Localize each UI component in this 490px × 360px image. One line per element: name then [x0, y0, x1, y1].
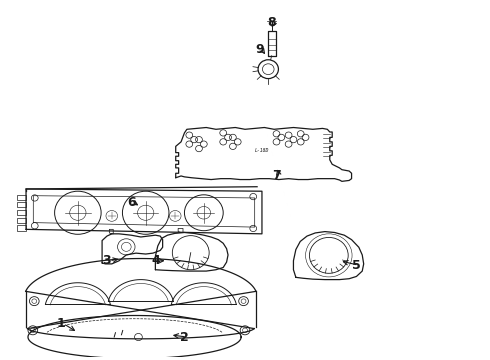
Text: L-18D: L-18D	[255, 148, 269, 153]
Text: 6: 6	[127, 196, 135, 209]
Bar	[17, 218, 26, 223]
Text: 4: 4	[151, 254, 160, 267]
Text: 5: 5	[352, 259, 361, 272]
Text: 3: 3	[102, 254, 111, 267]
Bar	[17, 225, 26, 231]
Text: 7: 7	[272, 169, 281, 182]
Text: 1: 1	[56, 317, 65, 330]
Bar	[17, 195, 26, 200]
Bar	[17, 202, 26, 207]
Text: 9: 9	[255, 44, 264, 57]
Bar	[17, 210, 26, 215]
Text: 2: 2	[180, 330, 189, 343]
Text: 8: 8	[268, 17, 276, 30]
